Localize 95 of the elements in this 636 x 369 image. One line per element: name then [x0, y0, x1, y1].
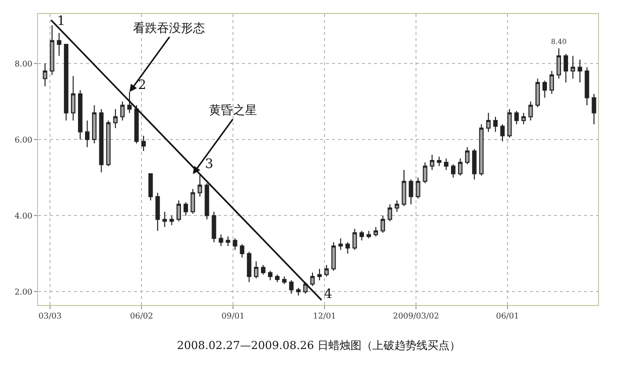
x-tick-label: 12/01: [313, 312, 336, 321]
candlestick: [592, 93, 596, 125]
candlestick: [176, 200, 181, 222]
candlestick: [268, 270, 272, 281]
candlestick: [458, 158, 462, 176]
candlestick: [542, 80, 547, 98]
candlestick: [352, 228, 357, 250]
candlestick: [70, 76, 76, 122]
candlestick: [402, 169, 406, 207]
candlestick: [99, 108, 104, 173]
candlestick: [169, 215, 174, 226]
candlestick: [212, 211, 216, 243]
candlestick: [226, 236, 230, 247]
candlestick: [148, 173, 153, 201]
candlestick: [232, 238, 238, 250]
candlestick: [56, 32, 62, 56]
candlestick: [127, 91, 132, 114]
candlestick: [514, 110, 519, 125]
candlestick: [296, 287, 301, 296]
candlestick: [42, 62, 48, 87]
candlestick: [50, 24, 54, 76]
candlestick: [521, 112, 526, 125]
annotation: 3: [205, 157, 214, 172]
candlestick: [190, 188, 196, 214]
candlestick: [493, 116, 498, 132]
candlestick: [528, 100, 533, 122]
candlestick: [324, 264, 329, 277]
y-tick-label: 6.00: [14, 135, 32, 144]
candlestick: [275, 274, 280, 283]
candlestick: [345, 242, 350, 254]
y-tick-label: 4.00: [14, 211, 32, 220]
candlestick: [564, 53, 568, 83]
annotation: 4: [324, 287, 332, 302]
candlestick: [198, 174, 202, 198]
candlestick: [570, 55, 576, 80]
candlestick: [155, 192, 160, 232]
candlestick: [550, 70, 554, 94]
text: 2008.02.27—2009.08.26 日蜡烛图（上破趋势线买点）: [177, 339, 460, 352]
candlestick: [317, 268, 322, 281]
x-tick-label: 09/01: [222, 312, 245, 321]
candlestick: [479, 124, 484, 176]
candlestick: [366, 230, 371, 239]
candlestick: [360, 230, 364, 241]
candlestick: [204, 182, 210, 220]
candlestick: [134, 104, 139, 144]
candlestick: [162, 211, 167, 228]
y-tick-label: 2.00: [14, 287, 32, 296]
x-tick-label: 06/01: [496, 312, 520, 321]
candlestick: [92, 104, 97, 144]
annotation: 看跌吞没形态: [133, 21, 205, 35]
annotation: 2: [138, 78, 146, 93]
candlestick: [380, 215, 386, 234]
candlestick: [310, 272, 315, 286]
candlestick: [507, 108, 512, 138]
candlestick: [465, 146, 470, 165]
candlestick: [444, 158, 448, 170]
candlestick: [500, 124, 505, 142]
candlestick: [120, 100, 125, 122]
candlestick: [218, 234, 224, 247]
candlestick: [85, 120, 90, 148]
candlestick: [374, 226, 378, 238]
candlestick: [260, 264, 266, 276]
y-tick-label: 8.00: [14, 59, 32, 68]
candlestick: [240, 244, 244, 258]
candlestick: [535, 78, 540, 108]
candlestick: [584, 66, 590, 106]
candlestick: [451, 164, 456, 178]
x-tick-label: 06/02: [130, 312, 154, 321]
candlestick: [416, 177, 420, 199]
candlestick: [430, 154, 434, 170]
candlestick: [246, 251, 252, 283]
candlestick: [64, 44, 68, 122]
annotation: 1: [57, 14, 66, 29]
candlestick: [486, 112, 491, 132]
candlestick: [282, 276, 287, 285]
candlestick: [338, 238, 343, 250]
x-tick-label: 03/03: [38, 312, 62, 321]
candlestick: [472, 148, 477, 180]
candlestick: [78, 90, 82, 140]
candlestick: [184, 202, 188, 216]
candlestick: [394, 200, 400, 212]
candlestick: [436, 156, 442, 167]
candlestick: [388, 204, 392, 222]
candlestick: [556, 48, 562, 80]
candlestick: [254, 260, 258, 279]
candlestick: [113, 108, 118, 129]
candlestick: [331, 242, 336, 272]
candlestick: [422, 162, 428, 184]
x-tick-label: 2009/03/02: [392, 312, 440, 321]
candlestick: [289, 280, 294, 294]
annotation: 黄昏之星: [209, 103, 257, 117]
candlestick: [141, 135, 146, 152]
candlestick: [408, 178, 414, 205]
candlestick: [106, 120, 111, 167]
candlestick: [578, 59, 582, 83]
